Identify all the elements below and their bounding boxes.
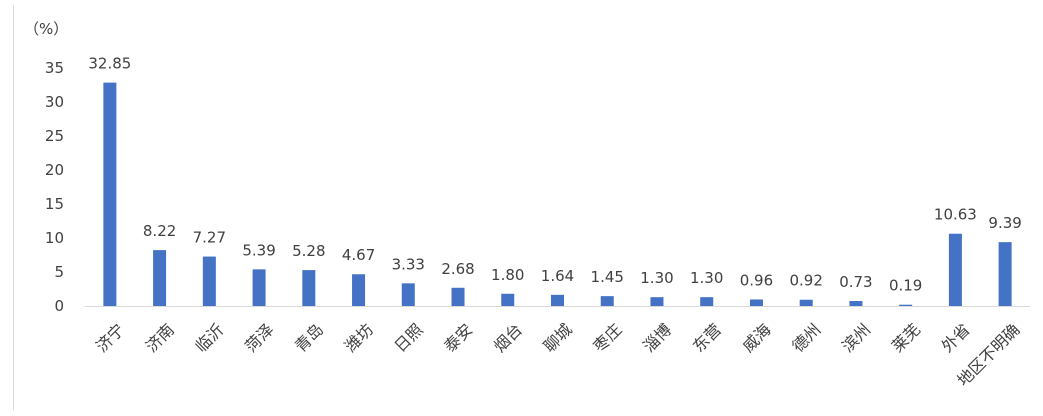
data-label: 0.19 xyxy=(889,277,922,295)
data-label: 1.30 xyxy=(690,269,723,287)
data-label: 10.63 xyxy=(934,206,977,224)
category-label: 枣庄 xyxy=(589,320,625,356)
bar xyxy=(202,256,216,306)
data-label: 5.28 xyxy=(292,242,325,260)
data-label: 1.30 xyxy=(640,269,673,287)
y-tick-label: 20 xyxy=(45,161,64,179)
bar xyxy=(153,250,167,306)
category-label: 外省 xyxy=(938,320,974,356)
data-label: 1.64 xyxy=(541,267,574,285)
category-label: 滨州 xyxy=(838,320,874,356)
category-label: 泰安 xyxy=(440,320,476,356)
category-label: 东营 xyxy=(689,320,725,356)
data-label: 8.22 xyxy=(143,222,176,240)
bar xyxy=(551,294,564,306)
data-label: 1.45 xyxy=(591,268,624,286)
bar xyxy=(998,242,1012,306)
bar xyxy=(700,297,714,306)
data-label: 3.33 xyxy=(392,255,425,273)
bar xyxy=(501,293,515,306)
y-tick-label: 0 xyxy=(54,297,64,315)
y-tick-label: 10 xyxy=(45,229,64,247)
bar xyxy=(849,301,863,306)
y-tick-label: 30 xyxy=(45,93,64,111)
bars-group xyxy=(103,82,1012,307)
y-tick-label: 35 xyxy=(45,59,64,77)
category-label: 烟台 xyxy=(490,320,526,356)
data-labels-group: 32.85 8.22 7.27 5.39 5.28 4.67 3.33 2.68 1.80 1.6… xyxy=(88,55,1021,295)
y-axis-unit-label: （%） xyxy=(24,20,69,38)
category-label: 莱芜 xyxy=(888,320,924,356)
bar xyxy=(451,287,465,306)
category-label: 菏泽 xyxy=(241,320,277,356)
bar xyxy=(799,299,813,306)
category-label: 日照 xyxy=(391,320,427,356)
y-tick-label: 25 xyxy=(45,127,64,145)
data-label: 32.85 xyxy=(88,55,131,73)
data-label: 2.68 xyxy=(441,260,474,278)
category-label: 济宁 xyxy=(92,320,128,356)
category-label: 临沂 xyxy=(192,320,228,356)
data-label: 0.92 xyxy=(789,272,822,290)
category-label: 青岛 xyxy=(291,320,327,356)
data-label: 9.39 xyxy=(988,214,1021,232)
data-label: 4.67 xyxy=(342,246,375,264)
bar xyxy=(899,304,913,306)
bar xyxy=(600,296,614,306)
left-border-line xyxy=(13,5,14,410)
data-label: 7.27 xyxy=(193,229,226,247)
bar xyxy=(948,233,962,306)
bar xyxy=(252,269,266,306)
y-axis-ticks: 0 5 10 15 20 25 30 35 xyxy=(45,59,64,315)
category-label: 德州 xyxy=(788,320,824,356)
bar xyxy=(302,270,316,306)
data-label: 5.39 xyxy=(242,241,275,259)
category-label: 潍坊 xyxy=(341,320,377,356)
category-labels-group: 济宁 济南 临沂 菏泽 青岛 潍坊 日照 泰安 烟台 聊城 枣庄 淄博 东营 威海 德州 滨州 莱芜 外省地区不明… xyxy=(92,320,1023,390)
category-label: 淄博 xyxy=(639,320,675,356)
data-label: 0.73 xyxy=(839,273,872,291)
bar xyxy=(352,274,366,306)
category-label: 聊城 xyxy=(540,320,576,356)
bar xyxy=(103,82,117,307)
bar xyxy=(650,297,664,306)
y-tick-label: 15 xyxy=(45,195,64,213)
bar xyxy=(749,299,763,306)
data-label: 0.96 xyxy=(740,271,773,289)
y-tick-label: 5 xyxy=(54,263,64,281)
bar xyxy=(401,283,415,306)
category-label: 威海 xyxy=(739,320,775,356)
data-label: 1.80 xyxy=(491,266,524,284)
category-label: 济南 xyxy=(142,320,178,356)
